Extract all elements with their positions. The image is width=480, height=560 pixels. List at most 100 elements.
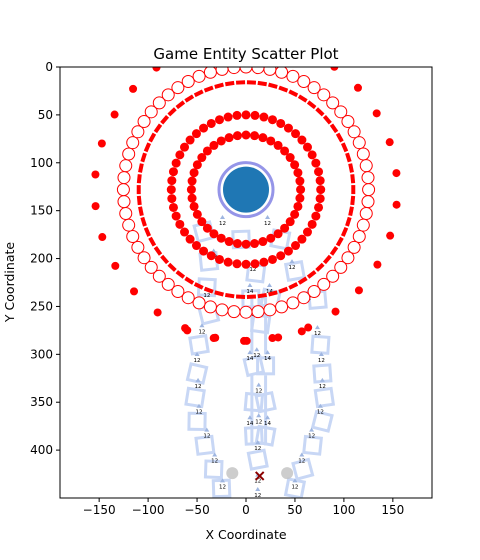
red-dot (241, 34, 249, 42)
white-circle (181, 291, 195, 305)
red-dot (168, 167, 178, 177)
white-circle (356, 147, 370, 161)
red-dash (329, 246, 339, 256)
path-arrow-icon (194, 351, 200, 356)
red-dash (203, 85, 214, 93)
white-circle (126, 136, 140, 150)
white-circle (131, 125, 145, 139)
red-dot (372, 109, 381, 118)
path-arrow-icon (319, 377, 325, 382)
path-label: 12 (211, 459, 218, 465)
red-dot (209, 229, 219, 239)
path-arrow-icon (299, 452, 305, 457)
red-dash (138, 206, 144, 216)
white-circle (192, 296, 206, 310)
white-circle (307, 81, 321, 95)
red-dot (295, 193, 305, 203)
path-arrow-icon (196, 403, 202, 408)
white-circle (326, 96, 340, 110)
red-dot (223, 257, 233, 267)
red-dot (168, 202, 178, 212)
red-dot (240, 336, 249, 345)
red-dot (373, 260, 382, 269)
red-dot (302, 142, 312, 152)
white-circle (122, 218, 136, 232)
white-circle (137, 251, 151, 265)
red-dash (257, 292, 267, 299)
red-dash (315, 107, 325, 117)
red-dot (129, 84, 138, 93)
route-square (256, 356, 276, 376)
red-dot (273, 229, 283, 239)
red-dot (111, 261, 120, 270)
path-arrow-icon (265, 415, 271, 420)
path-arrow-icon (255, 487, 261, 492)
red-dot (311, 211, 321, 221)
red-dot (232, 110, 242, 120)
red-dot (354, 286, 363, 295)
red-dot (311, 158, 321, 168)
red-dash (136, 174, 142, 184)
white-circle (263, 67, 277, 76)
red-dot (304, 323, 313, 332)
red-dash (329, 123, 339, 134)
white-circle (131, 240, 145, 254)
red-dot (232, 259, 242, 269)
red-dash (184, 276, 195, 285)
path-arrow-icon (317, 403, 323, 408)
white-circle (359, 207, 373, 221)
y-tick-label: 200 (30, 252, 53, 266)
red-dot (199, 123, 209, 133)
red-dot (297, 327, 306, 336)
white-circle (286, 296, 300, 310)
white-circle (161, 88, 175, 102)
red-dash (350, 174, 356, 184)
red-dash (225, 80, 235, 87)
path-label: 12 (254, 479, 261, 485)
red-dot (392, 200, 401, 209)
y-tick-label: 150 (30, 204, 53, 218)
red-dot (276, 251, 286, 261)
red-dash (184, 94, 195, 103)
white-circle (251, 305, 265, 319)
red-dot (273, 140, 283, 150)
red-dot (258, 133, 268, 143)
red-dash (153, 123, 163, 134)
red-dash (175, 270, 186, 279)
path-arrow-icon (195, 377, 201, 382)
red-dot (259, 257, 269, 267)
red-dash (225, 292, 235, 299)
x-tick-label: −150 (83, 503, 116, 517)
white-circle (137, 114, 151, 128)
red-dash (193, 282, 204, 290)
white-circle (119, 159, 133, 173)
path-arrow-icon (256, 382, 262, 387)
path-label: 12 (203, 293, 210, 299)
white-circle (356, 218, 370, 232)
white-circle (275, 67, 289, 79)
x-tick-label: 100 (332, 503, 355, 517)
red-dot (283, 246, 293, 256)
x-axis-label: X Coordinate (205, 527, 286, 542)
red-dot (206, 118, 216, 128)
path-label: 12 (255, 389, 262, 395)
x-tick-label: 0 (242, 503, 250, 517)
path-label: 12 (289, 265, 296, 271)
path-layer (184, 220, 336, 498)
red-dash (160, 254, 170, 265)
red-dot (307, 219, 317, 229)
path-label: 12 (195, 384, 202, 390)
red-dash (136, 195, 142, 206)
red-dot (186, 185, 196, 195)
path-arrow-icon (247, 283, 253, 288)
red-dot (216, 136, 226, 146)
red-dot (250, 239, 260, 249)
white-circle (341, 251, 355, 265)
red-dash (160, 115, 170, 125)
path-label: 12 (319, 384, 326, 390)
white-circle (215, 67, 229, 76)
red-dot (297, 234, 307, 244)
red-dot (291, 129, 301, 139)
red-dot (180, 142, 190, 152)
x-tick-label: −50 (184, 503, 209, 517)
